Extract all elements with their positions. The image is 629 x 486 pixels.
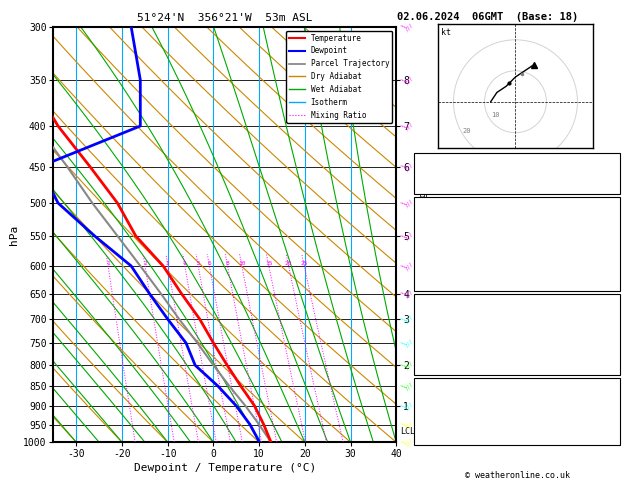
- Text: Surface: Surface: [499, 199, 535, 208]
- Text: 6: 6: [208, 261, 211, 266]
- Text: CAPE (J): CAPE (J): [419, 264, 461, 274]
- Text: ///: ///: [404, 419, 414, 430]
- Text: \: \: [400, 402, 408, 410]
- Text: ///: ///: [404, 21, 414, 32]
- Text: ///: ///: [404, 161, 414, 172]
- Text: 11: 11: [604, 155, 615, 164]
- Text: \: \: [400, 439, 408, 446]
- Text: 0: 0: [610, 348, 615, 357]
- Text: 5: 5: [196, 261, 200, 266]
- Text: kt: kt: [441, 28, 451, 37]
- Text: 10.1: 10.1: [594, 225, 615, 234]
- Title: 51°24'N  356°21'W  53m ASL: 51°24'N 356°21'W 53m ASL: [137, 13, 313, 23]
- Text: 15: 15: [265, 261, 272, 266]
- Text: 750: 750: [599, 309, 615, 318]
- Y-axis label: km
ASL: km ASL: [420, 224, 437, 245]
- Text: 34: 34: [604, 168, 615, 177]
- Text: 10: 10: [491, 112, 499, 118]
- Text: \: \: [400, 262, 408, 270]
- Text: Lifted Index: Lifted Index: [419, 335, 482, 344]
- Text: ///: ///: [404, 260, 414, 271]
- Text: 308: 308: [599, 322, 615, 331]
- Text: \: \: [400, 163, 408, 170]
- Text: ///: ///: [404, 288, 414, 299]
- Text: \: \: [400, 199, 408, 207]
- Text: StmSpd (kt): StmSpd (kt): [419, 432, 477, 441]
- Text: Most Unstable: Most Unstable: [483, 295, 551, 305]
- Text: \: \: [400, 339, 408, 347]
- Text: 3: 3: [166, 261, 170, 266]
- Text: LCL: LCL: [399, 427, 415, 436]
- Text: CIN (J): CIN (J): [419, 278, 455, 287]
- Text: \: \: [400, 23, 408, 30]
- Text: 0: 0: [610, 278, 615, 287]
- Text: Hodograph: Hodograph: [493, 379, 541, 388]
- Text: \: \: [400, 76, 408, 84]
- Y-axis label: hPa: hPa: [9, 225, 19, 244]
- Text: 20: 20: [285, 261, 292, 266]
- Text: StmDir: StmDir: [419, 418, 450, 428]
- Text: EH: EH: [419, 392, 430, 401]
- Text: K: K: [419, 155, 424, 164]
- Text: ///: ///: [404, 400, 414, 411]
- Text: 24: 24: [604, 432, 615, 441]
- Text: CAPE (J): CAPE (J): [419, 348, 461, 357]
- Text: 2: 2: [143, 261, 147, 266]
- Text: θₑ(K): θₑ(K): [419, 238, 445, 247]
- Text: 1: 1: [106, 261, 110, 266]
- Text: ///: ///: [404, 338, 414, 348]
- Text: 8: 8: [610, 335, 615, 344]
- Text: 11: 11: [604, 251, 615, 260]
- Text: θₑ (K): θₑ (K): [419, 322, 450, 331]
- Text: 0: 0: [610, 264, 615, 274]
- Text: Dewp (°C): Dewp (°C): [419, 225, 466, 234]
- Text: 19: 19: [604, 405, 615, 415]
- Text: \: \: [400, 421, 408, 428]
- Text: PW (cm): PW (cm): [419, 181, 455, 190]
- Text: 0: 0: [610, 361, 615, 370]
- Text: ///: ///: [404, 381, 414, 392]
- Text: ///: ///: [404, 314, 414, 325]
- Text: \: \: [400, 122, 408, 130]
- X-axis label: Dewpoint / Temperature (°C): Dewpoint / Temperature (°C): [134, 463, 316, 473]
- Text: 4: 4: [183, 261, 187, 266]
- Text: © weatheronline.co.uk: © weatheronline.co.uk: [465, 471, 569, 480]
- Text: \: \: [400, 382, 408, 390]
- Text: Pressure (mb): Pressure (mb): [419, 309, 487, 318]
- Text: 12.6: 12.6: [594, 212, 615, 221]
- Text: 25: 25: [301, 261, 308, 266]
- Text: ///: ///: [404, 360, 414, 371]
- Text: Lifted Index: Lifted Index: [419, 251, 482, 260]
- Text: ///: ///: [404, 437, 414, 448]
- Text: CIN (J): CIN (J): [419, 361, 455, 370]
- Legend: Temperature, Dewpoint, Parcel Trajectory, Dry Adiabat, Wet Adiabat, Isotherm, Mi: Temperature, Dewpoint, Parcel Trajectory…: [286, 31, 392, 122]
- Text: \: \: [400, 232, 408, 240]
- Text: 8: 8: [226, 261, 230, 266]
- Text: 56°: 56°: [599, 418, 615, 428]
- Text: ///: ///: [404, 198, 414, 208]
- Text: ///: ///: [404, 230, 414, 241]
- Text: \: \: [400, 315, 408, 323]
- Text: \: \: [400, 290, 408, 297]
- Text: 02.06.2024  06GMT  (Base: 18): 02.06.2024 06GMT (Base: 18): [397, 12, 578, 22]
- Text: 10: 10: [238, 261, 246, 266]
- Text: \: \: [400, 362, 408, 369]
- Text: Mixing Ratio (g/kg): Mixing Ratio (g/kg): [419, 187, 428, 282]
- Text: SREH: SREH: [419, 405, 440, 415]
- Text: 305: 305: [599, 238, 615, 247]
- Text: Totals Totals: Totals Totals: [419, 168, 487, 177]
- Text: 1.66: 1.66: [594, 181, 615, 190]
- Text: ///: ///: [404, 121, 414, 131]
- Text: Temp (°C): Temp (°C): [419, 212, 466, 221]
- Text: 20: 20: [463, 128, 471, 134]
- Text: ///: ///: [404, 74, 414, 85]
- Text: 20: 20: [604, 392, 615, 401]
